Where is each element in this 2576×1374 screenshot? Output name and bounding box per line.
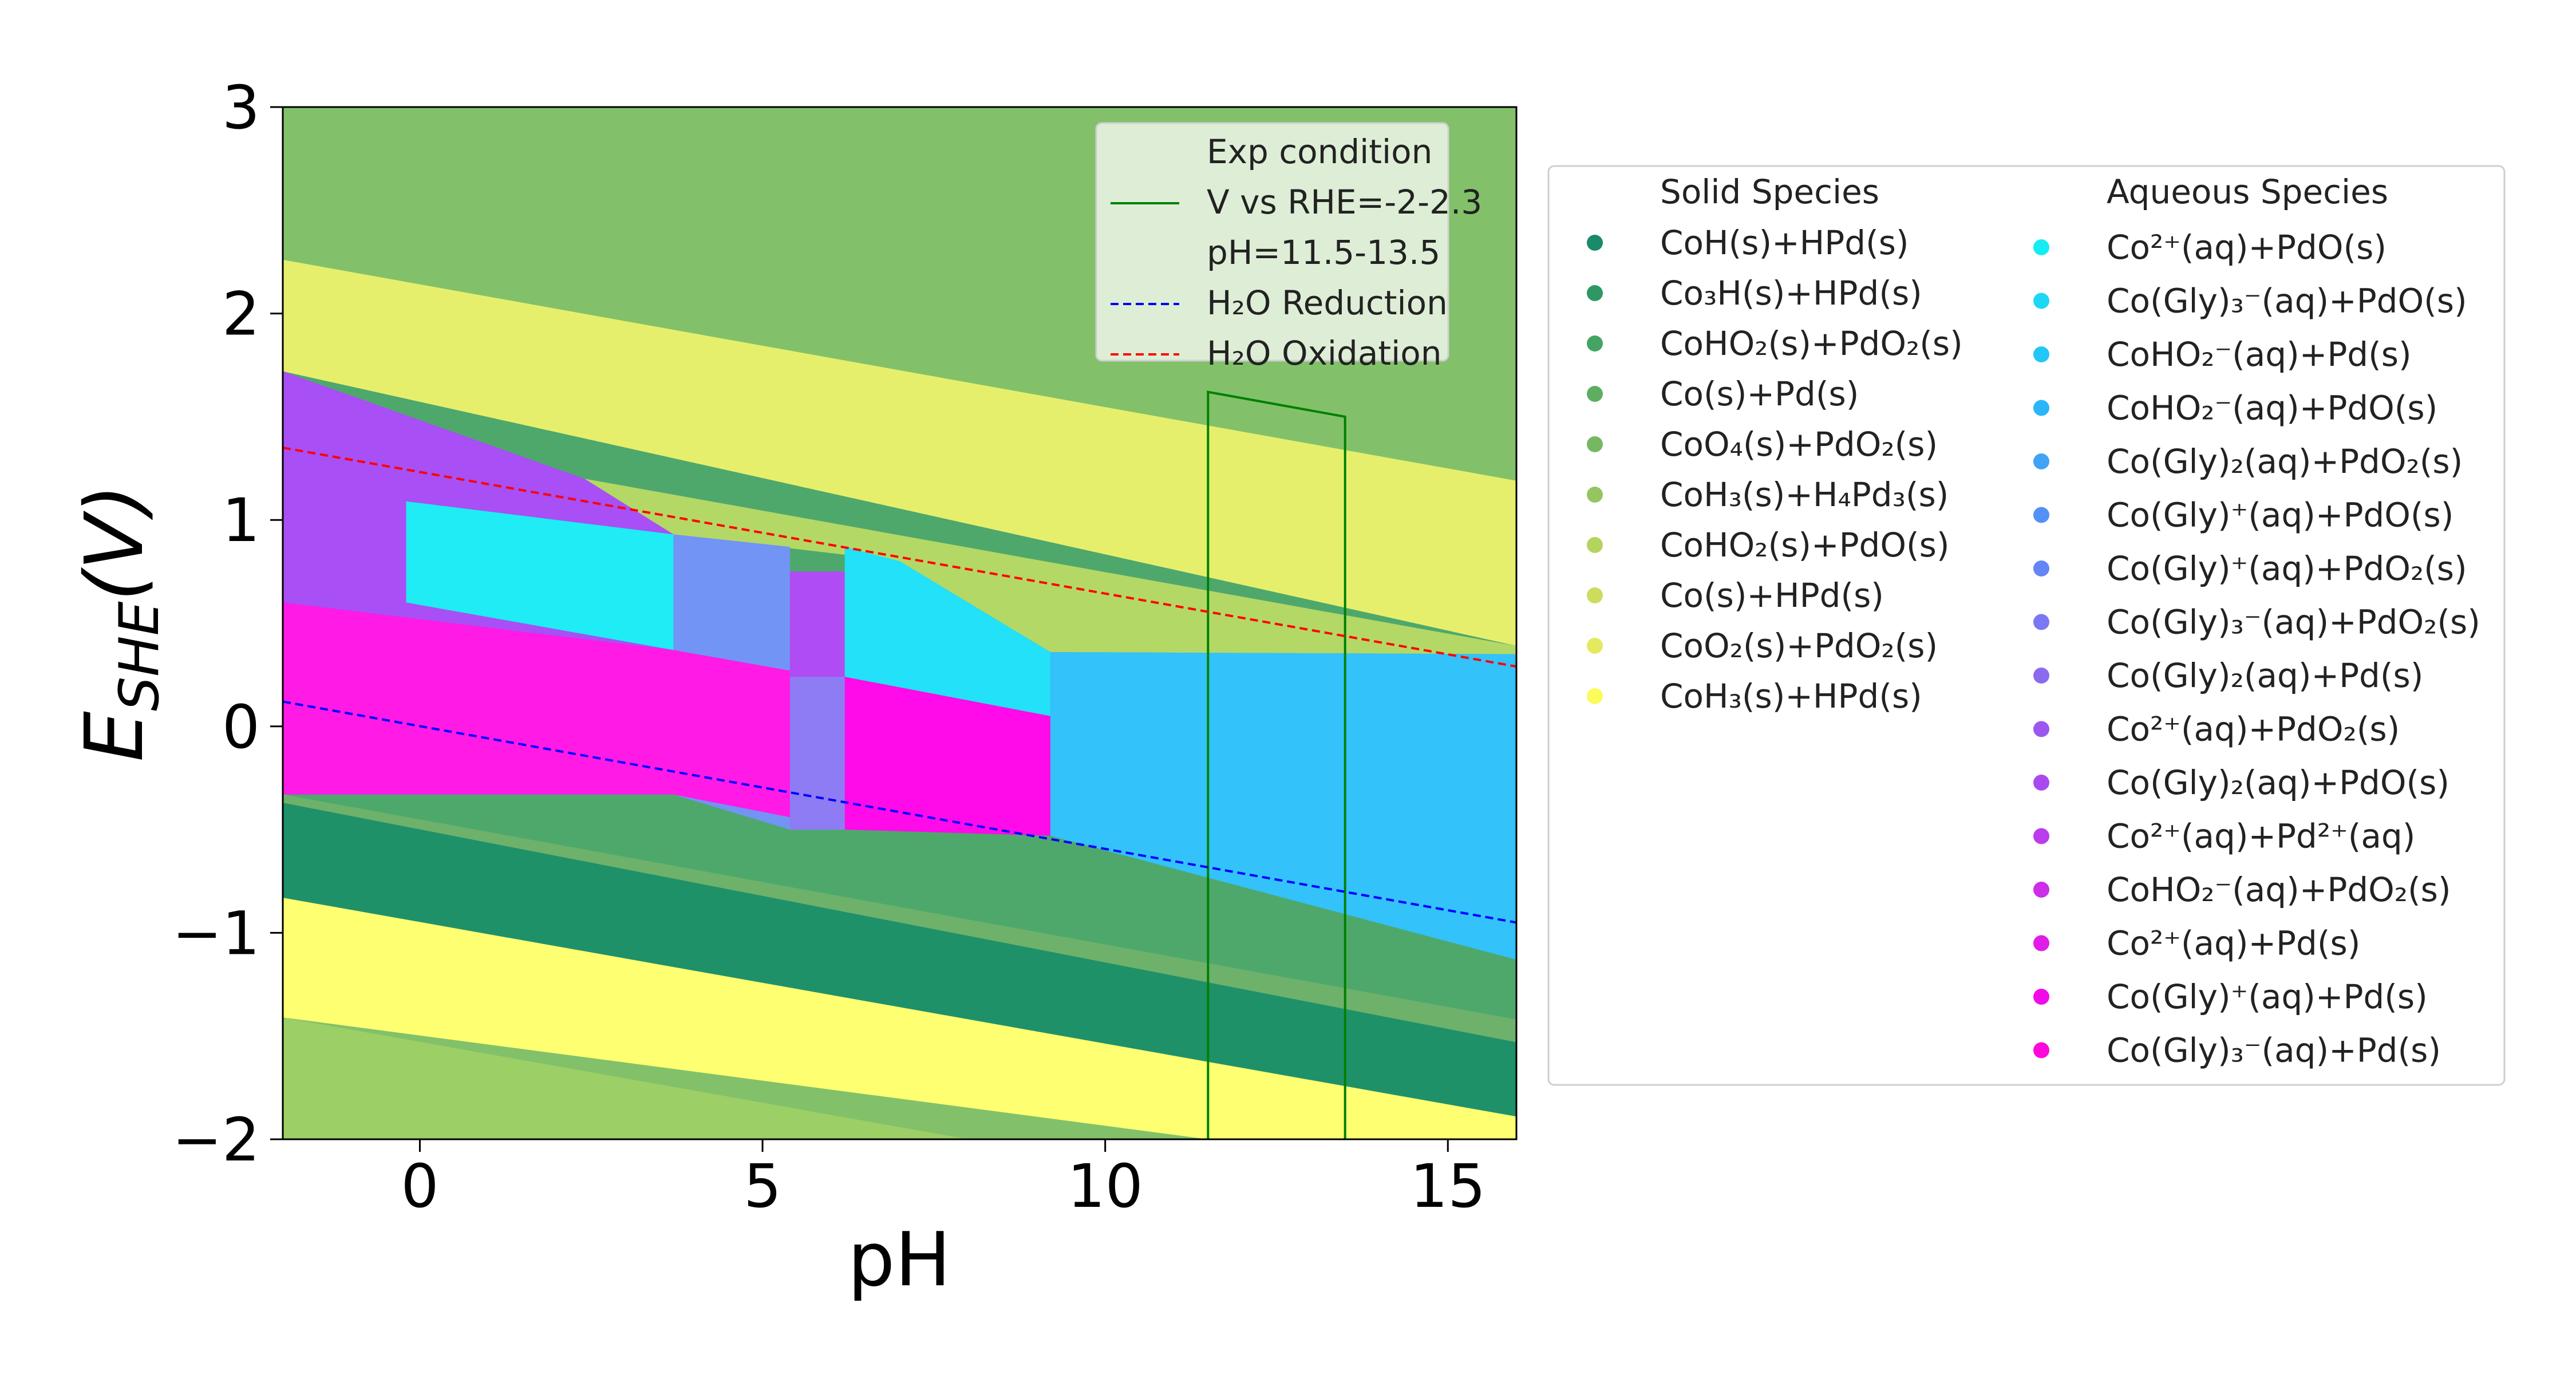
plot-legend-label: V vs RHE=-2-2.3 (1207, 183, 1482, 222)
aqueous-species-marker (2033, 935, 2049, 951)
aqueous-species-label: Co(Gly)⁺(aq)+PdO₂(s) (2107, 549, 2467, 588)
aqueous-species-title: Aqueous Species (2107, 172, 2388, 211)
aqueous-species-label: Co(Gly)⁺(aq)+Pd(s) (2107, 977, 2428, 1016)
solid-species-marker (1587, 335, 1603, 352)
aqueous-species-marker (2033, 400, 2049, 416)
solid-species-label: CoO₂(s)+PdO₂(s) (1660, 626, 1938, 665)
plot-legend-label: H₂O Reduction (1207, 283, 1448, 322)
aqueous-species-marker (2033, 507, 2049, 523)
species-legend-frame (1547, 165, 2506, 1086)
solid-species-label: CoHO₂(s)+PdO₂(s) (1660, 324, 1963, 363)
aqueous-species-marker (2033, 828, 2049, 844)
aqueous-species-marker (2033, 882, 2049, 898)
plot-legend-label: H₂O Oxidation (1207, 334, 1442, 373)
solid-species-label: CoH₃(s)+HPd(s) (1660, 677, 1922, 716)
series-line-1 (283, 700, 1516, 924)
region-9 (789, 571, 845, 677)
y-axis-label-sub: SHE (108, 601, 171, 711)
y-axis-label: ESHE(V) (68, 484, 171, 761)
region-15 (1050, 652, 1516, 960)
plot-legend-label: Exp condition (1207, 132, 1432, 171)
aqueous-species-label: CoHO₂⁻(aq)+PdO₂(s) (2107, 870, 2451, 909)
region-12 (406, 501, 674, 650)
region-14 (844, 677, 1050, 836)
aqueous-species-marker (2033, 453, 2049, 469)
aqueous-species-marker (2033, 1042, 2049, 1059)
x-tick-label: 5 (744, 1151, 781, 1221)
aqueous-species-label: Co(Gly)₂(aq)+PdO(s) (2107, 763, 2449, 802)
region-13 (283, 602, 790, 818)
solid-species-marker (1587, 537, 1603, 553)
aqueous-species-label: Co²⁺(aq)+Pd(s) (2107, 924, 2360, 963)
aqueous-species-label: Co²⁺(aq)+PdO₂(s) (2107, 710, 2400, 749)
solid-species-marker (1587, 487, 1603, 503)
aqueous-species-label: Co²⁺(aq)+PdO(s) (2107, 228, 2387, 267)
plot-legend-frame (1095, 122, 1449, 362)
series-line-2 (283, 447, 1516, 668)
aqueous-species-marker (2033, 721, 2049, 737)
solid-species-label: CoO₄(s)+PdO₂(s) (1660, 425, 1938, 464)
solid-species-marker (1587, 436, 1603, 452)
stability-regions (283, 259, 1516, 1139)
region-10 (789, 677, 845, 830)
aqueous-species-label: Co(Gly)₃⁻(aq)+PdO₂(s) (2107, 603, 2480, 642)
aqueous-species-marker (2033, 293, 2049, 309)
solid-species-marker (1587, 235, 1603, 251)
y-tick-label: 0 (222, 692, 260, 762)
aqueous-species-label: Co(Gly)₂(aq)+PdO₂(s) (2107, 442, 2463, 481)
aqueous-species-label: Co(Gly)₂(aq)+Pd(s) (2107, 656, 2423, 695)
x-tick-label: 0 (401, 1151, 438, 1221)
y-tick-label: −1 (172, 898, 260, 968)
aqueous-species-marker (2033, 775, 2049, 791)
x-tick-label: 15 (1410, 1151, 1485, 1221)
region-5 (283, 1017, 969, 1139)
solid-species-label: Co(s)+HPd(s) (1660, 576, 1884, 615)
aqueous-species-label: Co(Gly)₃⁻(aq)+Pd(s) (2107, 1031, 2441, 1070)
plot-legend: Exp condition V vs RHE=-2-2.3 pH=11.5-13.5… (1095, 122, 1482, 373)
aqueous-species-label: Co(Gly)₃⁻(aq)+PdO(s) (2107, 282, 2467, 321)
y-tick-label: 3 (222, 73, 260, 143)
region-6 (584, 479, 1516, 654)
solid-species-marker (1587, 688, 1603, 704)
solid-species-label: CoHO₂(s)+PdO(s) (1660, 526, 1950, 564)
solid-species-label: Co(s)+Pd(s) (1660, 374, 1859, 413)
reference-lines (283, 390, 1516, 1139)
solid-species-marker (1587, 587, 1603, 603)
y-tick-label: −2 (172, 1105, 260, 1175)
x-axis-label: pH (848, 1216, 951, 1303)
species-legend: Solid Species Aqueous Species CoH(s)+HPd(s… (1547, 165, 2506, 1086)
aqueous-species-marker (2033, 989, 2049, 1005)
aqueous-species-marker (2033, 560, 2049, 577)
solid-species-marker (1587, 285, 1603, 301)
solid-species-marker (1587, 386, 1603, 402)
solid-species-label: Co₃H(s)+HPd(s) (1660, 274, 1922, 313)
aqueous-species-marker (2033, 346, 2049, 362)
plot-legend-label: pH=11.5-13.5 (1207, 233, 1440, 272)
series-line-0 (1207, 390, 1346, 1139)
aqueous-species-marker (2033, 239, 2049, 255)
aqueous-species-marker (2033, 614, 2049, 630)
solid-species-title: Solid Species (1660, 172, 1879, 211)
y-axis-label-paren: (V) (68, 484, 161, 601)
aqueous-species-label: CoHO₂⁻(aq)+PdO(s) (2107, 389, 2437, 428)
y-axis-label-main: E (68, 711, 161, 762)
plot-frame (282, 106, 1518, 1140)
aqueous-species-label: Co²⁺(aq)+Pd²⁺(aq) (2107, 817, 2415, 856)
aqueous-species-marker (2033, 668, 2049, 684)
y-tick-label: 1 (222, 485, 260, 555)
solid-species-marker (1587, 638, 1603, 654)
solid-species-label: CoH(s)+HPd(s) (1660, 223, 1909, 262)
y-tick-label: 2 (222, 279, 260, 349)
region-11 (844, 547, 1050, 716)
axes: 0 5 10 15 −2 −1 0 1 2 3 (172, 73, 1486, 1221)
x-tick-label: 10 (1067, 1151, 1143, 1221)
aqueous-species-label: Co(Gly)⁺(aq)+PdO(s) (2107, 496, 2453, 535)
aqueous-species-label: CoHO₂⁻(aq)+Pd(s) (2107, 335, 2412, 374)
solid-species-label: CoH₃(s)+H₄Pd₃(s) (1660, 475, 1949, 514)
